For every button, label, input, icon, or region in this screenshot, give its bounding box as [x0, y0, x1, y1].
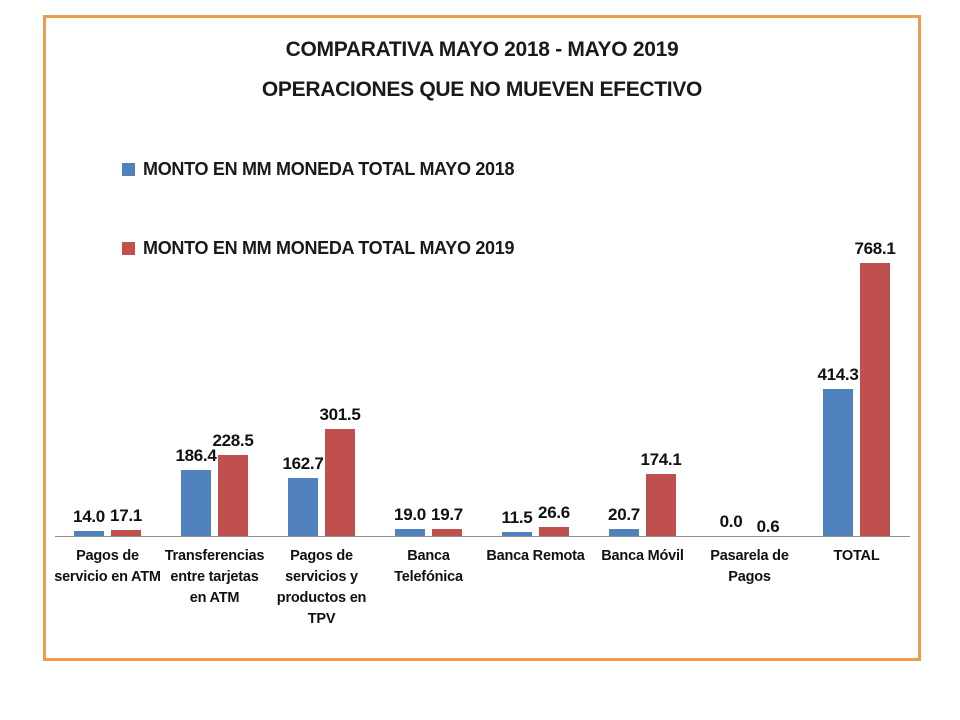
bar-series1-cat0: [111, 530, 141, 536]
value-label-series0-cat7: 414.3: [817, 365, 859, 384]
bar-series0-cat5: [609, 529, 639, 536]
value-label-series1-cat2: 301.5: [319, 405, 361, 424]
value-label-series0-cat3: 19.0: [394, 505, 426, 524]
category-label-3: Banca Telefónica: [394, 548, 463, 585]
bar-series0-cat4: [502, 532, 532, 536]
bar-series0-cat0: [74, 531, 104, 536]
bar-series0-cat3: [395, 529, 425, 536]
bar-series0-cat1: [181, 470, 211, 536]
legend-label-2018: MONTO EN MM MONEDA TOTAL MAYO 2018: [143, 158, 515, 179]
legend-swatch-2018-icon: [122, 162, 135, 176]
value-label-series1-cat5: 174.1: [640, 450, 682, 469]
value-label-series0-cat5: 20.7: [608, 505, 640, 524]
value-label-series1-cat3: 19.7: [431, 505, 463, 524]
value-label-series0-cat1: 186.4: [175, 446, 217, 465]
bar-series1-cat2: [325, 429, 355, 536]
legend-swatch-2019-icon: [122, 241, 135, 255]
bar-series1-cat4: [539, 527, 569, 536]
x-axis-line: [55, 536, 910, 537]
category-label-0: Pagos de servicio en ATM: [54, 548, 161, 585]
legend: MONTO EN MM MONEDA TOTAL MAYO 2018 MONTO…: [122, 158, 514, 316]
bar-series1-cat3: [432, 529, 462, 536]
value-label-series1-cat4: 26.6: [538, 503, 570, 522]
bar-series1-cat5: [646, 474, 676, 536]
value-label-series0-cat0: 14.0: [73, 507, 105, 526]
bar-series0-cat2: [288, 478, 318, 536]
value-label-series1-cat0: 17.1: [110, 506, 142, 525]
legend-label-2019: MONTO EN MM MONEDA TOTAL MAYO 2019: [143, 237, 515, 258]
category-label-5: Banca Móvil: [601, 548, 684, 564]
legend-item-mayo-2018: MONTO EN MM MONEDA TOTAL MAYO 2018: [122, 158, 514, 180]
value-label-series0-cat2: 162.7: [282, 454, 324, 473]
value-label-series0-cat4: 11.5: [501, 508, 533, 527]
category-label-6: Pasarela de Pagos: [710, 548, 789, 585]
category-label-7: TOTAL: [833, 548, 880, 564]
legend-item-mayo-2019: MONTO EN MM MONEDA TOTAL MAYO 2019: [122, 237, 514, 259]
value-label-series1-cat1: 228.5: [212, 431, 254, 450]
value-label-series1-cat7: 768.1: [854, 239, 896, 258]
category-label-4: Banca Remota: [486, 548, 585, 564]
category-label-1: Transferencias entre tarjetas en ATM: [164, 548, 265, 606]
value-label-series0-cat6: 0.0: [719, 512, 743, 531]
chart-title-line1: COMPARATIVA MAYO 2018 - MAYO 2019: [285, 38, 679, 61]
chart-title-line2: OPERACIONES QUE NO MUEVEN EFECTIVO: [261, 78, 703, 101]
bar-series1-cat1: [218, 455, 248, 536]
chart-border-frame: [43, 15, 921, 661]
bar-series0-cat7: [823, 389, 853, 536]
category-label-2: Pagos de servicios y productos en TPV: [276, 548, 367, 627]
chart-title: COMPARATIVA MAYO 2018 - MAYO 2019 OPERAC…: [43, 30, 921, 110]
bar-series1-cat7: [860, 263, 890, 536]
value-label-series1-cat6: 0.6: [756, 517, 780, 536]
